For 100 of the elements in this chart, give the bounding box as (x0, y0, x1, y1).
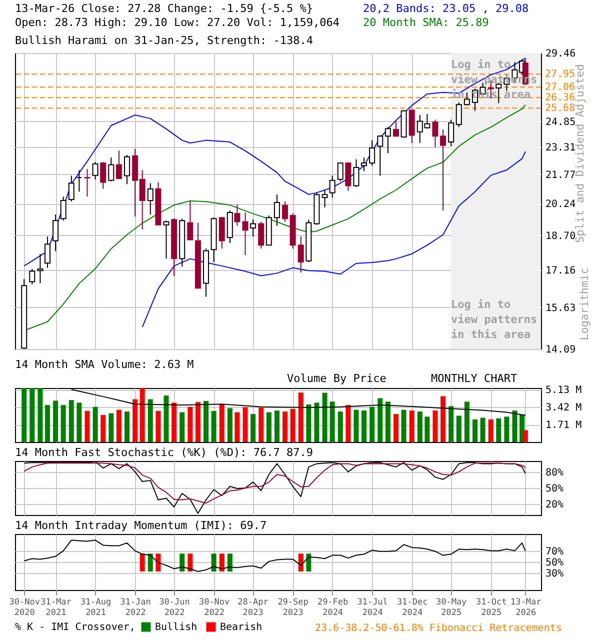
bar (124, 412, 130, 442)
chart-title: 14 Month Intraday Momentum (IMI): 69.7 (15, 519, 267, 532)
x-tick-label: 29-Sep 2023 (278, 598, 308, 618)
bar (338, 412, 343, 442)
bar (432, 410, 438, 442)
y-tick-label: 20.24 (546, 199, 576, 210)
y-tick-label: 30% (546, 568, 564, 580)
ref-line-label: 25.68 (545, 103, 576, 114)
candlestick (456, 102, 462, 128)
bar (512, 410, 518, 442)
bar (472, 419, 478, 442)
candlestick (76, 170, 82, 192)
candlestick (68, 175, 74, 202)
x-tick-label: 13-Mar 2026 (510, 598, 542, 618)
candlestick (432, 119, 438, 148)
candlestick (384, 126, 391, 154)
y-tick-label: 80% (546, 467, 564, 478)
bar (409, 410, 414, 442)
candlestick (369, 140, 376, 166)
annotation: Log in to view patterns in this area (451, 298, 538, 341)
y-tick-label: 24.85 (546, 116, 576, 128)
bar (140, 388, 145, 442)
x-tick-label: 31-Jan 2022 (120, 598, 151, 618)
bar (504, 416, 510, 442)
bar (322, 392, 328, 442)
candlestick (124, 154, 130, 185)
y-tick-label: 20% (546, 500, 564, 511)
text: Bullish Harami on 31-Jan-25, Strength: -138.4 (15, 34, 314, 47)
candlestick (218, 217, 225, 249)
candlestick (242, 212, 248, 256)
bar (188, 406, 193, 442)
chart-title: 14 Month SMA Volume: 2.63 M (15, 358, 194, 371)
x-tick-label: 30-Nov 2022 (198, 598, 230, 618)
bar (496, 418, 502, 442)
bar (100, 415, 106, 442)
candlestick (448, 119, 454, 147)
candlestick (440, 128, 446, 211)
y-tick-label: 21.77 (546, 170, 576, 181)
bar (92, 406, 98, 442)
bar (172, 402, 177, 442)
legend-label: Bearish (220, 622, 262, 633)
candlestick (92, 162, 98, 180)
bar (60, 405, 66, 442)
bar (290, 408, 296, 442)
text: 23.6-38.2-50-61.8% Fibonacci Retracements (315, 623, 562, 634)
bar (456, 416, 462, 442)
bar (522, 430, 528, 442)
candlestick (282, 200, 288, 222)
ref-line-label: 26.36 (545, 92, 576, 104)
bar (266, 412, 272, 442)
text: MONTHLY CHART (431, 372, 518, 385)
bar (132, 399, 138, 442)
bar (424, 416, 430, 442)
y-tick-label: 29.46 (546, 48, 576, 60)
bar (211, 410, 216, 442)
candlestick (84, 168, 90, 198)
bar (330, 402, 335, 442)
candlestick (329, 175, 336, 198)
chart-subtitle: Open: 28.73 High: 29.10 Low: 27.20 Vol: 1,159,064 (15, 16, 340, 29)
candlestick (29, 268, 36, 285)
bar (346, 405, 351, 442)
candlestick (108, 157, 114, 182)
candlestick (116, 150, 122, 179)
legend-title: % K - IMI Crossover, (15, 622, 136, 633)
bar (227, 408, 232, 442)
bar (116, 410, 122, 442)
candlestick (37, 254, 44, 284)
candlestick (60, 196, 66, 222)
candlestick (298, 236, 304, 273)
bar (393, 414, 398, 442)
candlestick (100, 162, 106, 190)
candlestick (377, 134, 384, 176)
bar (108, 413, 114, 442)
bar (30, 388, 35, 442)
y-tick-label: 18.70 (546, 230, 576, 242)
bar (53, 400, 58, 442)
candlestick (345, 162, 352, 192)
bar (370, 406, 375, 442)
x-tick-label: 30-Nov 2020 (9, 598, 40, 618)
bar (195, 402, 200, 442)
y-tick-label: 70% (546, 546, 564, 558)
y-tick-label: 3.42 M (546, 402, 582, 414)
candlestick (337, 162, 344, 182)
candlestick (353, 158, 360, 188)
x-tick-label: 31-Jul 2024 (357, 598, 388, 618)
bar (298, 392, 304, 442)
bar (242, 407, 248, 442)
bar (417, 412, 422, 442)
bar (401, 410, 406, 442)
x-tick-label: 31-Mar 2021 (40, 598, 72, 618)
x-tick-label: 30-May 2025 (436, 598, 467, 618)
bar (440, 396, 446, 442)
candlestick (392, 120, 399, 137)
candlestick (274, 194, 280, 226)
y-tick-label: 50% (546, 558, 564, 568)
text: 20 Month SMA: 25.89 (363, 16, 489, 29)
bar (234, 412, 240, 442)
bar (282, 412, 288, 442)
candlestick (187, 200, 194, 240)
bar (68, 400, 74, 442)
